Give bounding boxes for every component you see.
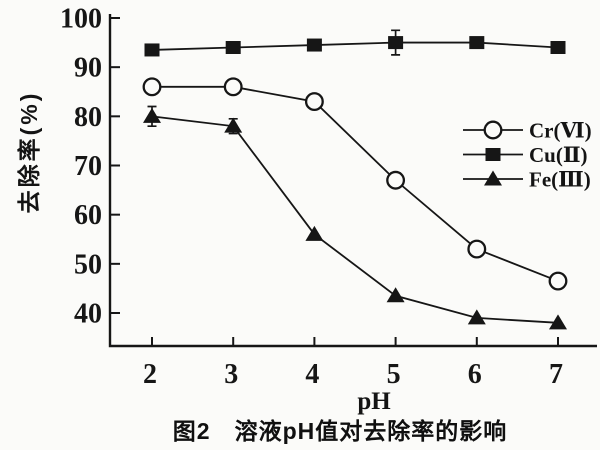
series-cr-marker <box>142 77 162 97</box>
y-tick-label: 100 <box>60 4 102 35</box>
series-cu-line <box>151 41 559 51</box>
series-fe-marker <box>467 309 486 325</box>
y-tick-label: 60 <box>74 200 102 231</box>
legend-marker-cu <box>485 148 501 161</box>
series-cr-marker <box>386 170 406 190</box>
legend-item-cr: Cr(Ⅵ) <box>463 119 592 143</box>
legend-marker-cr <box>483 120 503 140</box>
series-cu-marker <box>144 43 160 57</box>
x-tick-label: 4 <box>305 359 319 390</box>
y-tick-label: 70 <box>74 151 102 182</box>
x-tick-label: 6 <box>468 359 482 390</box>
y-tick-label: 80 <box>74 102 102 133</box>
series-cu-marker <box>306 38 322 52</box>
series-cr-marker <box>304 92 324 112</box>
y-tick-label: 40 <box>74 299 102 330</box>
series-cu-marker <box>550 41 566 55</box>
series-cu-marker <box>225 41 241 55</box>
series-fe-marker <box>549 314 567 330</box>
series-cr-marker <box>548 271 568 291</box>
series-fe-marker <box>305 225 324 241</box>
y-tick-label: 90 <box>74 53 102 84</box>
legend-label-fe: Fe(Ⅲ) <box>529 168 591 192</box>
series-cu-marker <box>388 36 404 50</box>
series-fe-line <box>151 115 559 324</box>
y-axis-label: 去除率(%) <box>16 90 42 214</box>
axes <box>108 14 597 348</box>
series-cu-marker <box>469 36 485 50</box>
figure-caption: 图2 溶液pH值对去除率的影响 <box>172 418 508 444</box>
series-fe-marker <box>143 107 161 123</box>
x-tick-label: 3 <box>224 359 238 390</box>
series-cr-line <box>152 85 559 282</box>
x-tick-label: 5 <box>387 359 401 390</box>
legend-item-fe: Fe(Ⅲ) <box>463 168 591 192</box>
series-cr-marker <box>467 239 487 259</box>
series-cr-marker <box>223 77 243 97</box>
x-tick-label: 2 <box>143 359 157 390</box>
y-tick-label: 50 <box>74 249 102 280</box>
legend-marker-fe <box>484 170 502 186</box>
series-fe-marker <box>224 117 243 133</box>
legend-item-cu: Cu(Ⅱ) <box>463 143 588 167</box>
legend-label-cu: Cu(Ⅱ) <box>529 143 588 167</box>
series-fe-marker <box>386 287 405 303</box>
x-tick-label: 7 <box>549 359 563 390</box>
x-axis-label: pH <box>357 388 391 415</box>
legend-label-cr: Cr(Ⅵ) <box>529 119 592 143</box>
